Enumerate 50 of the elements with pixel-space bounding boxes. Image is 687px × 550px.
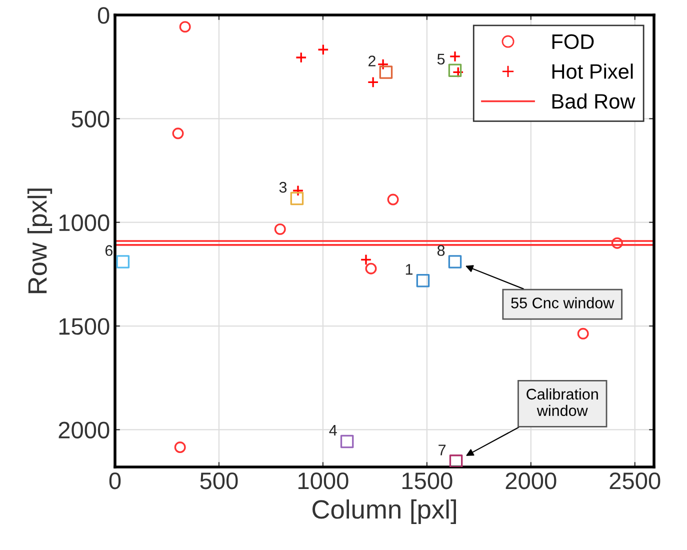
- point: [116, 255, 130, 268]
- x-tick-label: 1500: [402, 472, 452, 490]
- y-tick-label: 0: [98, 7, 110, 24]
- point: [448, 64, 462, 78]
- y-tick-label: 1500: [59, 318, 110, 335]
- legend-label: Bad Row: [552, 93, 636, 109]
- point: [179, 21, 191, 33]
- legend-label: Hot Pixel: [552, 64, 633, 79]
- point: [379, 66, 393, 79]
- annotation: 7: [438, 444, 446, 456]
- point: [274, 223, 286, 235]
- point: [367, 76, 379, 88]
- point: [377, 58, 389, 70]
- y-tick-label: 2000: [58, 422, 110, 438]
- annotation: Calibration window: [526, 388, 598, 416]
- y-axis-title: Row [pxl]: [27, 188, 52, 294]
- point: [295, 52, 307, 64]
- point: [611, 237, 623, 249]
- point: [360, 254, 372, 266]
- point: [448, 255, 462, 268]
- annotation: 4: [329, 425, 337, 436]
- point: [449, 50, 461, 62]
- point: [340, 434, 354, 448]
- point: [292, 184, 304, 196]
- legend-label: FOD: [552, 34, 594, 50]
- point: [452, 66, 464, 78]
- annotation: 3: [279, 182, 287, 193]
- annotation: 8: [437, 245, 445, 256]
- point: [172, 128, 184, 140]
- x-tick-label: 0: [109, 472, 121, 490]
- x-axis-title: Column [pxl]: [312, 499, 456, 524]
- annotation: 1: [406, 264, 413, 275]
- point: [317, 44, 329, 56]
- point: [416, 274, 430, 288]
- y-tick-label: 1000: [59, 214, 110, 232]
- annotation: 55 Cnc window: [511, 297, 614, 308]
- x-tick-label: 2500: [610, 472, 660, 490]
- point: [365, 262, 377, 274]
- x-tick-label: 2000: [506, 472, 556, 490]
- x-tick-label: 500: [200, 472, 238, 490]
- point: [387, 194, 399, 206]
- annotation: 6: [105, 245, 113, 256]
- point: [449, 454, 463, 467]
- x-tick-label: 1000: [298, 472, 348, 490]
- annotation: 2: [368, 56, 376, 66]
- point: [174, 442, 186, 454]
- point: [577, 328, 589, 340]
- annotation: 5: [437, 54, 445, 65]
- y-tick-label: 500: [72, 110, 110, 128]
- point: [290, 192, 304, 206]
